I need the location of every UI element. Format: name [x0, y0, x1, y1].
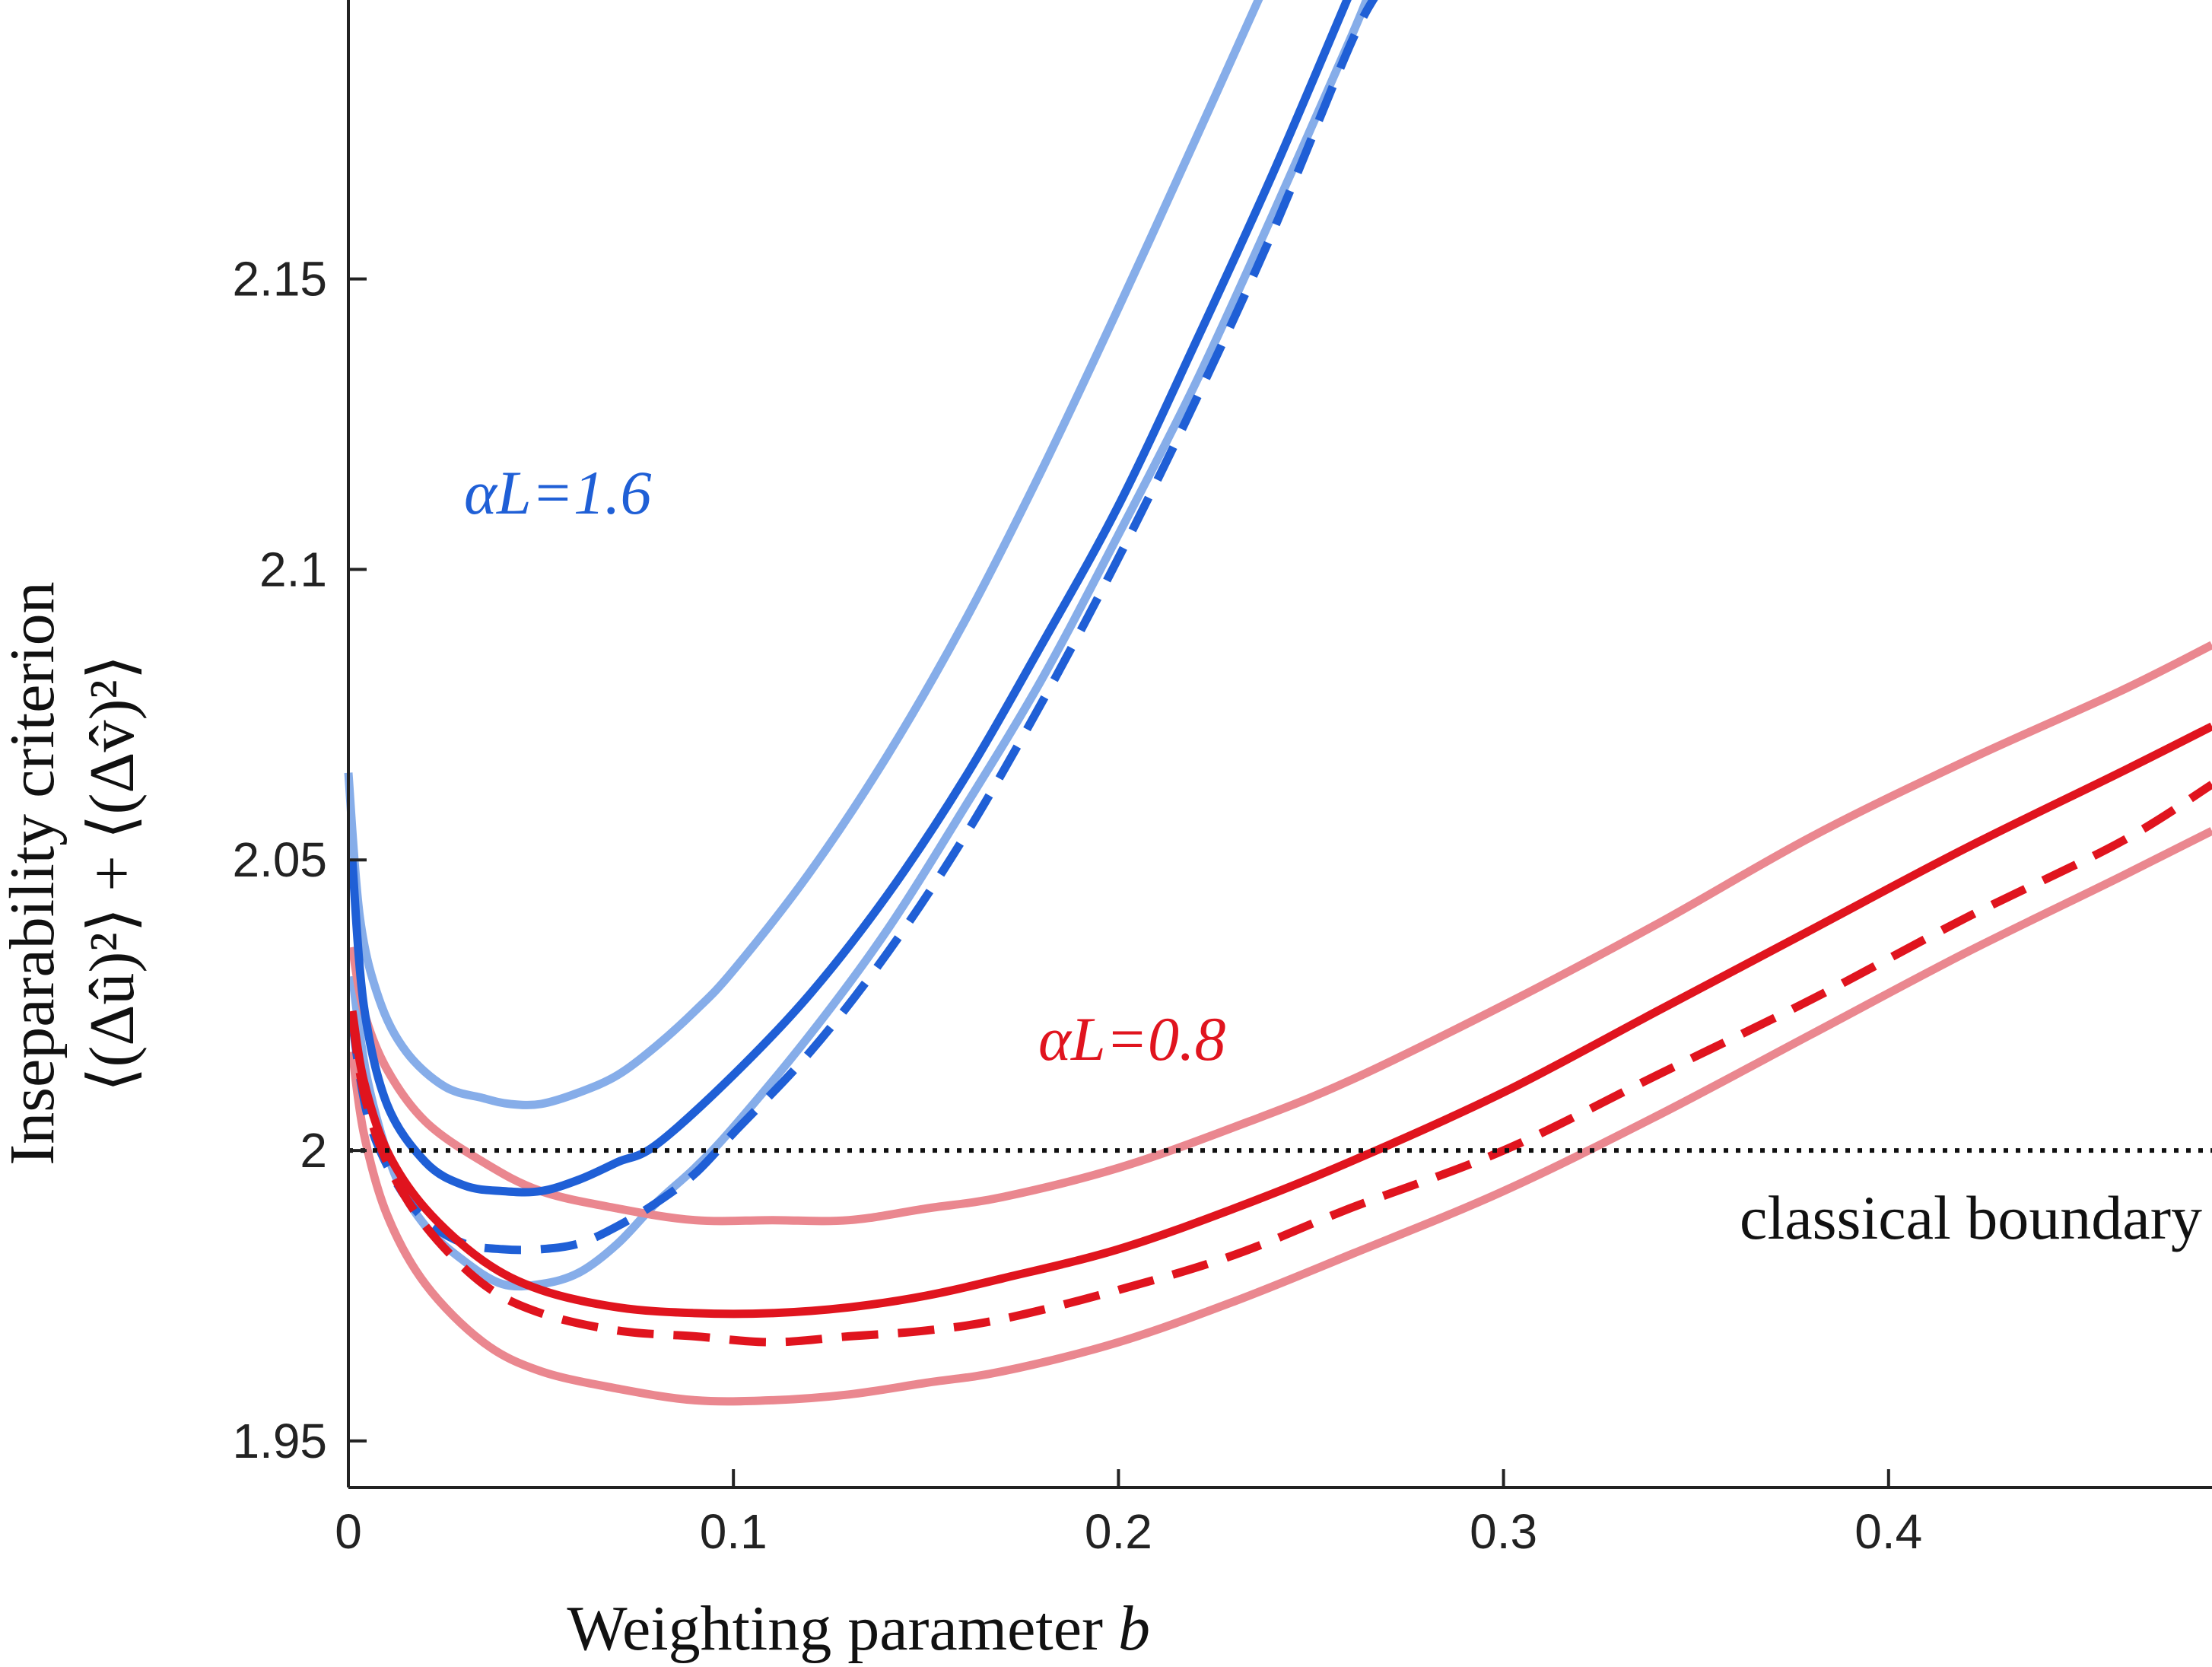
y-axis-label-line1: Inseparability criterion: [0, 581, 68, 1165]
series-alphaL_1.6-upper: [344, 0, 1263, 1109]
y-tick-label: 1.95: [232, 1414, 327, 1468]
x-tick-label: 0: [335, 1504, 362, 1559]
y-tick-label: 2.05: [232, 832, 327, 887]
x-tick-label: 0.3: [1470, 1504, 1537, 1559]
axes: [347, 0, 2212, 1489]
series-alphaL_0.8-dashed: [348, 781, 2212, 1347]
series-alphaL_0.8-lower: [348, 827, 2212, 1406]
y-tick-label: 2: [300, 1123, 327, 1178]
x-tick-label: 0.2: [1085, 1504, 1152, 1559]
annotation-classical-boundary: classical boundary: [1740, 1183, 2202, 1252]
x-tick-label: 0.1: [700, 1504, 768, 1559]
x-axis-variable: b: [1118, 1593, 1150, 1664]
x-tick-label: 0.4: [1854, 1504, 1922, 1559]
y-tick-label: 2.1: [259, 542, 327, 596]
series-alphaL_1.6-lower: [348, 0, 1371, 1291]
series-alphaL_0.8-center: [348, 722, 2212, 1319]
series-alphaL_1.6-center: [348, 0, 1352, 1197]
annotation-alphaL-1-6: αL=1.6: [464, 458, 651, 527]
y-tick-label: 2.15: [232, 252, 327, 307]
annotation-alphaL-0-8: αL=0.8: [1038, 1004, 1225, 1074]
y-axis-label-line2: ⟨(Δû)²⟩ + ⟨(Δv̂)²⟩: [77, 655, 148, 1093]
x-axis-label: Weighting parameter: [567, 1593, 1103, 1664]
tick-layer: 1.95 2 2.05 2.1 2.15 0 0.1 0.2 0.3 0.4: [232, 252, 1922, 1559]
series-alphaL_0.8-upper: [348, 641, 2212, 1226]
series-layer: [344, 0, 2212, 1406]
